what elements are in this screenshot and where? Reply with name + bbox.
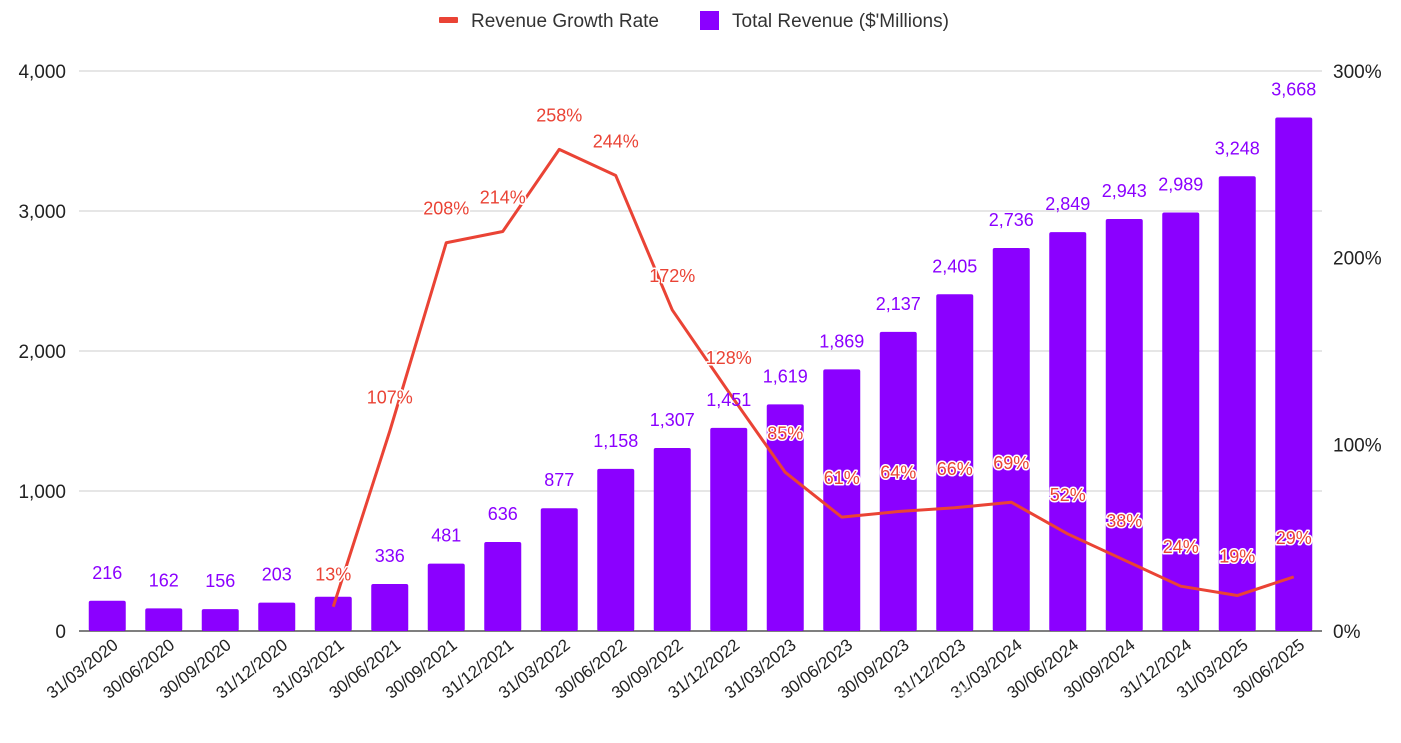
snowball-logo-icon — [857, 684, 895, 722]
revenue-bar[interactable] — [1105, 218, 1143, 632]
legend-item-total-revenue[interactable]: Total Revenue ($'Millions) — [700, 11, 949, 32]
right-axis: 0% 100% 200% 300% — [1333, 62, 1382, 643]
growth-rate-data-label: 214% — [480, 188, 526, 208]
revenue-bar[interactable] — [258, 602, 296, 631]
growth-rate-data-label: 61% — [824, 468, 860, 488]
revenue-data-label: 162 — [149, 570, 179, 590]
revenue-data-label: 1,619 — [763, 366, 808, 386]
revenue-bar[interactable] — [1218, 176, 1256, 631]
watermark-text: 雪球：moneynevesleeps — [900, 683, 1298, 724]
growth-rate-data-label: 13% — [315, 565, 351, 585]
revenue-data-label: 2,405 — [932, 256, 977, 276]
growth-rate-data-label: 208% — [423, 199, 469, 219]
growth-rate-series-line[interactable] — [331, 147, 1295, 608]
revenue-bar[interactable] — [879, 331, 917, 631]
growth-rate-data-label: 29% — [1276, 528, 1312, 548]
growth-rate-data-label: 107% — [367, 387, 413, 407]
growth-rate-data-label: 69% — [993, 453, 1029, 473]
revenue-bar[interactable] — [936, 294, 974, 631]
revenue-bar[interactable] — [597, 468, 635, 631]
legend-label-total-revenue: Total Revenue ($'Millions) — [732, 11, 949, 32]
left-axis-tick-label: 4,000 — [18, 62, 66, 83]
legend-swatch-growth-rate — [439, 17, 458, 23]
growth-rate-data-label: 66% — [937, 459, 973, 479]
revenue-bar[interactable] — [201, 609, 239, 631]
legend-swatch-total-revenue — [700, 11, 719, 30]
revenue-data-label: 336 — [375, 546, 405, 566]
revenue-data-label: 1,869 — [819, 331, 864, 351]
growth-rate-data-label: 38% — [1106, 511, 1142, 531]
legend: Revenue Growth Rate Total Revenue ($'Mil… — [439, 11, 949, 32]
revenue-data-label: 2,943 — [1102, 181, 1147, 201]
legend-item-growth-rate[interactable]: Revenue Growth Rate — [439, 11, 659, 32]
revenue-data-label: 2,989 — [1158, 175, 1203, 195]
revenue-bar[interactable] — [710, 427, 748, 631]
left-axis: 0 1,000 2,000 3,000 4,000 — [18, 62, 66, 643]
growth-rate-data-label: 64% — [880, 463, 916, 483]
revenue-data-label: 216 — [92, 563, 122, 583]
revenue-bar[interactable] — [314, 596, 352, 631]
revenue-bar[interactable] — [653, 448, 691, 631]
watermark: 雪球：moneynevesleeps — [857, 683, 1298, 724]
revenue-bar[interactable] — [427, 563, 465, 631]
revenue-data-label: 2,849 — [1045, 194, 1090, 214]
growth-rate-data-label: 172% — [649, 266, 695, 286]
legend-label-growth-rate: Revenue Growth Rate — [471, 11, 659, 32]
right-axis-tick-label: 100% — [1333, 435, 1382, 456]
growth-rate-line — [331, 147, 1295, 608]
revenue-bar[interactable] — [145, 608, 183, 631]
revenue-data-label: 481 — [431, 526, 461, 546]
growth-rate-data-label: 258% — [536, 105, 582, 125]
right-axis-tick-label: 200% — [1333, 249, 1382, 270]
revenue-data-label: 3,668 — [1271, 79, 1316, 99]
revenue-bar[interactable] — [992, 247, 1030, 631]
right-axis-tick-label: 300% — [1333, 62, 1382, 83]
revenue-data-label: 877 — [544, 470, 574, 490]
revenue-data-label: 203 — [262, 565, 292, 585]
revenue-data-label: 2,137 — [876, 294, 921, 314]
revenue-data-label: 156 — [205, 571, 235, 591]
revenue-data-label: 2,736 — [989, 210, 1034, 230]
revenue-bar[interactable] — [484, 541, 522, 631]
growth-rate-data-label: 52% — [1050, 485, 1086, 505]
growth-rate-data-label: 19% — [1219, 547, 1255, 567]
revenue-data-label: 636 — [488, 504, 518, 524]
left-axis-tick-label: 2,000 — [18, 342, 66, 363]
revenue-bar[interactable] — [823, 369, 861, 631]
revenue-data-label: 3,248 — [1215, 138, 1260, 158]
growth-rate-data-label: 85% — [767, 423, 803, 443]
revenue-bar[interactable] — [1162, 212, 1200, 632]
revenue-data-label: 1,158 — [593, 431, 638, 451]
left-axis-tick-label: 3,000 — [18, 202, 66, 223]
revenue-data-labels: 216 162 156 2033364816368771,1581,3071,4511… — [92, 79, 1316, 591]
growth-rate-data-label: 128% — [706, 348, 752, 368]
left-axis-tick-label: 0 — [55, 622, 66, 643]
revenue-bar[interactable] — [540, 508, 578, 631]
growth-rate-data-label: 24% — [1163, 537, 1199, 557]
left-axis-tick-label: 1,000 — [18, 482, 66, 503]
revenue-bar[interactable] — [1275, 117, 1313, 632]
revenue-bars — [88, 117, 1313, 632]
growth-rate-data-label: 244% — [593, 132, 639, 152]
revenue-data-label: 1,307 — [650, 410, 695, 430]
revenue-bar[interactable] — [88, 600, 126, 631]
revenue-bar[interactable] — [371, 583, 409, 631]
revenue-bar[interactable] — [1049, 232, 1087, 631]
revenue-data-label: 1,451 — [706, 390, 751, 410]
right-axis-tick-label: 0% — [1333, 622, 1361, 643]
growth-rate-data-labels: 13% 107% 208% 214% 258% 244% 172% 128% 85% 61% 64%… — [314, 104, 1314, 586]
